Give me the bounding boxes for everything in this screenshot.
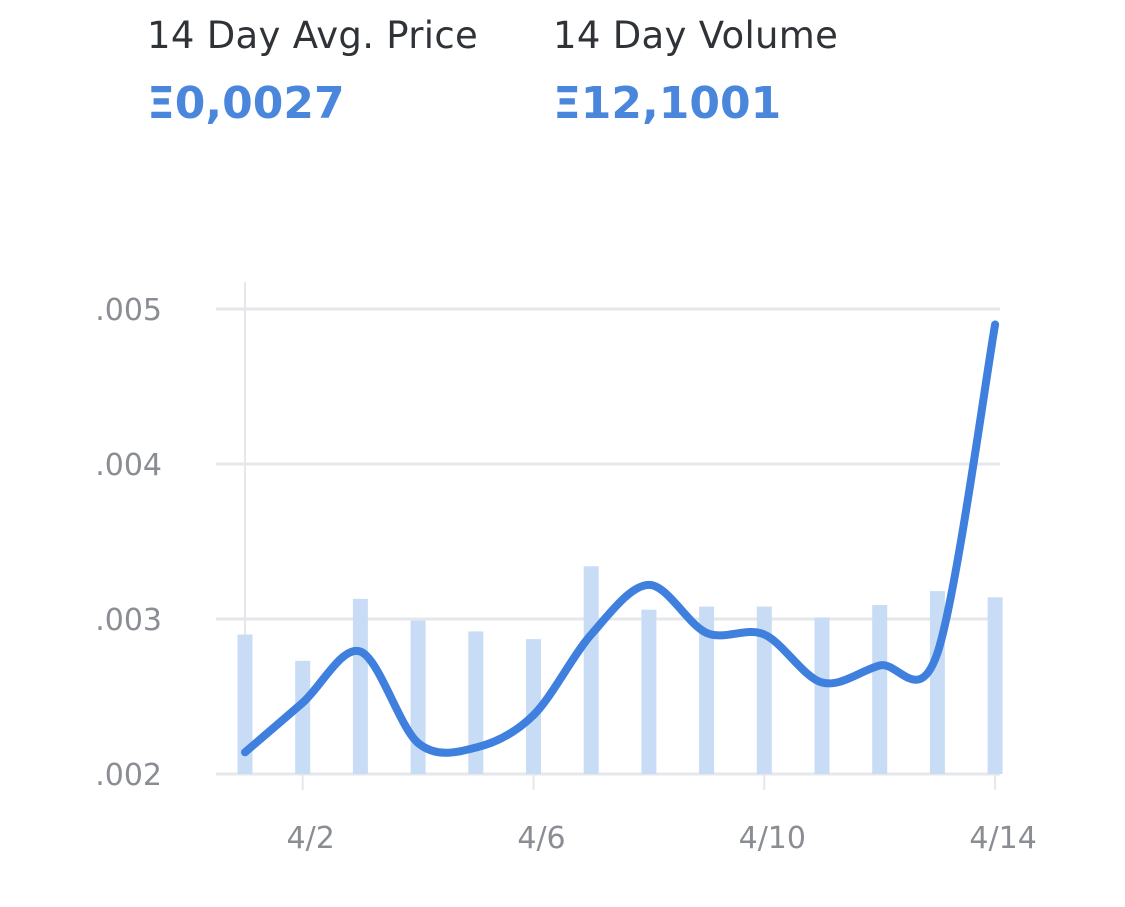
price-line-path xyxy=(241,320,1000,757)
avg-price-stat: 14 Day Avg. Price Ξ0,0027 xyxy=(147,12,478,132)
volume-stat: 14 Day Volume Ξ12,1001 xyxy=(553,12,838,132)
volume-bar-4-7 xyxy=(583,566,599,774)
y-tick-label-1: .004 xyxy=(95,448,162,483)
x-tick-label-2: 4/10 xyxy=(739,821,806,856)
x-axis-ticks: 4/2 4/6 4/10 4/14 xyxy=(287,774,1037,856)
price-line xyxy=(241,320,1000,757)
volume-bar-4-14 xyxy=(987,597,1003,774)
y-tick-label-2: .003 xyxy=(95,603,162,638)
volume-label: 14 Day Volume xyxy=(553,14,839,57)
volume-bar-4-1 xyxy=(237,634,253,774)
y-tick-label-0: .005 xyxy=(95,293,162,328)
x-tick-label-0: 4/2 xyxy=(287,821,335,856)
x-tick-label-3: 4/14 xyxy=(969,821,1036,856)
volume-bar-4-5 xyxy=(468,631,484,774)
volume-bar-4-12 xyxy=(872,605,888,774)
volume-bar-4-8 xyxy=(641,609,657,774)
volume-value: Ξ12,1001 xyxy=(553,78,782,129)
y-tick-label-3: .002 xyxy=(95,758,162,793)
avg-price-value: Ξ0,0027 xyxy=(147,78,345,129)
volume-bar-4-11 xyxy=(814,617,830,774)
volume-bar-4-3 xyxy=(352,598,368,774)
volume-bar-4-2 xyxy=(295,660,311,774)
x-tick-label-1: 4/6 xyxy=(517,821,565,856)
volume-bar-4-10 xyxy=(756,606,772,774)
volume-bar-4-9 xyxy=(699,606,715,774)
y-axis-ticks: .005 .004 .003 .002 xyxy=(95,293,162,793)
avg-price-label: 14 Day Avg. Price xyxy=(147,14,479,57)
volume-bar-4-6 xyxy=(526,639,541,774)
